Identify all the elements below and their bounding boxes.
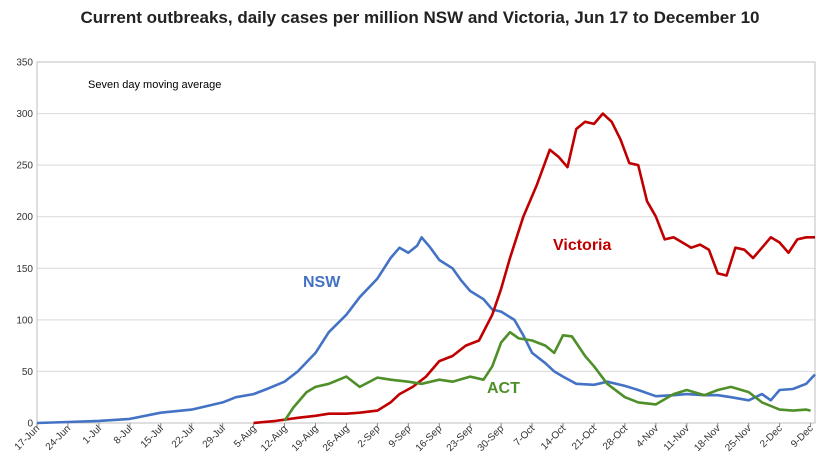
series-line-nsw: [36, 236, 816, 425]
x-tick-label: 26-Aug: [321, 423, 352, 454]
x-tick-label: 21-Oct: [570, 423, 599, 452]
x-tick-label: 2-Dec: [758, 423, 785, 450]
series-label-nsw: NSW: [303, 274, 341, 291]
x-tick-label: 12-Aug: [259, 423, 290, 454]
series-line-act: [283, 330, 811, 422]
y-tick-label: 300: [16, 109, 33, 120]
x-tick-label: 28-Oct: [601, 423, 630, 452]
x-tick-label: 4-Nov: [634, 423, 661, 450]
x-tick-label: 25-Nov: [723, 423, 754, 454]
x-tick-label: 18-Nov: [692, 423, 723, 454]
y-tick-label: 0: [27, 419, 33, 430]
annotation-text: Seven day moving average: [88, 79, 221, 91]
x-tick-label: 5-Aug: [232, 423, 259, 450]
x-tick-label: 9-Dec: [789, 423, 816, 450]
x-tick-label: 19-Aug: [290, 423, 321, 454]
y-tick-label: 350: [16, 58, 33, 69]
x-tick-label: 15-Jul: [139, 423, 166, 450]
y-tick-label: 200: [16, 212, 33, 223]
y-axis-ticks: 0 50 100 150 200 250 300 350: [16, 58, 33, 430]
y-tick-label: 150: [16, 264, 33, 275]
gridlines: [36, 61, 816, 424]
plot-border: [36, 61, 816, 424]
series-label-victoria: Victoria: [553, 237, 612, 254]
series-lines: NSW Victoria ACT: [36, 112, 816, 425]
series-line-victoria: [253, 112, 815, 425]
y-tick-label: 50: [22, 367, 34, 378]
x-tick-label: 23-Sep: [445, 423, 476, 454]
x-tick-label: 22-Jul: [170, 423, 197, 450]
x-tick-label: 30-Sep: [476, 423, 507, 454]
x-axis-ticks: 17-Jun 24-Jun 1-Jul 8-Jul 15-Jul 22-Jul 29-Jul…: [13, 423, 816, 454]
series-label-act: ACT: [487, 380, 520, 397]
x-tick-label: 8-Jul: [112, 423, 135, 446]
y-tick-label: 250: [16, 161, 33, 172]
x-tick-label: 14-Oct: [539, 423, 568, 452]
chart-title: Current outbreaks, daily cases per milli…: [80, 8, 760, 27]
x-tick-label: 16-Sep: [414, 423, 445, 454]
x-tick-label: 11-Nov: [662, 423, 692, 453]
x-tick-label: 29-Jul: [201, 423, 228, 450]
x-tick-label: 9-Sep: [387, 423, 414, 450]
x-tick-label: 7-Oct: [512, 423, 537, 448]
x-tick-label: 2-Sep: [356, 423, 383, 450]
x-tick-label: 1-Jul: [81, 423, 104, 446]
x-tick-label: 24-Jun: [44, 423, 73, 452]
y-tick-label: 100: [16, 315, 33, 326]
